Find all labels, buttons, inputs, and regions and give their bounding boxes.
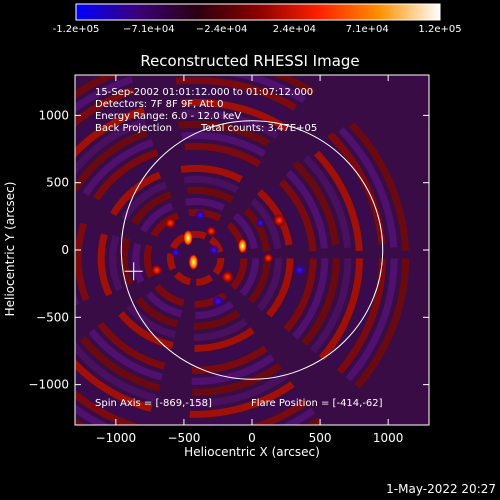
ring-pattern — [109, 175, 283, 341]
ring-pattern — [166, 230, 225, 286]
intensity-blob — [237, 238, 247, 254]
intensity-blob — [220, 270, 235, 284]
ring-pattern — [75, 75, 410, 425]
x-tick-label: 1000 — [373, 431, 404, 445]
date-range-annotation: 15-Sep-2002 01:01:12.000 to 01:07:12.000 — [95, 87, 314, 98]
heatmap-image — [75, 75, 429, 425]
ring-pattern — [97, 164, 294, 352]
x-axis-label: Heliocentric X (arcsec) — [184, 445, 320, 459]
intensity-blob — [293, 264, 306, 277]
ring-pattern — [75, 87, 375, 425]
x-tick-label: 500 — [309, 431, 332, 445]
ring-pattern — [132, 197, 259, 319]
ring-pattern — [86, 153, 306, 363]
intensity-blob — [262, 252, 274, 264]
ring-pattern — [75, 109, 352, 407]
colorbar-tick-label: −7.1e+04 — [123, 24, 175, 35]
colorbar-tick-label: 1.2e+05 — [418, 24, 462, 35]
method-annotation: Back Projection — [95, 123, 172, 134]
ring-pattern — [155, 219, 236, 297]
ring-pattern — [75, 142, 317, 374]
energy-annotation: Energy Range: 6.0 - 12.0 keV — [95, 111, 242, 122]
ring-pattern — [75, 98, 363, 418]
intensity-blob — [272, 213, 287, 228]
colorbar-gradient — [75, 3, 441, 21]
y-tick-label: −500 — [36, 310, 69, 324]
intensity-blob — [205, 225, 217, 237]
y-tick-label: 500 — [46, 176, 69, 190]
detectors-annotation: Detectors: 7F 8F 9F, Att 0 — [95, 99, 224, 110]
intensity-blob — [164, 216, 177, 230]
colorbar-tick-label: −2.4e+04 — [195, 24, 248, 35]
flare-position-annotation: Flare Position = [-414,-62] — [251, 398, 383, 409]
colorbar-tick-label: 7.1e+04 — [345, 24, 389, 35]
solar-limb-circle — [120, 120, 384, 380]
x-tick-label: 0 — [248, 431, 256, 445]
colorbar-tick-label: -1.2e+05 — [52, 24, 100, 35]
intensity-blob — [188, 253, 199, 271]
intensity-blob — [150, 264, 163, 277]
timestamp-footer: 1-May-2022 20:27 — [386, 482, 496, 496]
intensity-blob — [211, 295, 225, 308]
counts-annotation: Total counts: 3.47E+05 — [201, 123, 318, 134]
ring-pattern — [75, 131, 329, 385]
intensity-blob — [183, 229, 193, 247]
colorbar-tick-label: 2.4e+04 — [272, 24, 316, 35]
y-tick-label: 1000 — [38, 108, 69, 122]
y-tick-label: −1000 — [28, 378, 69, 392]
chart-title: Reconstructed RHESSI Image — [140, 52, 360, 70]
ring-pattern — [75, 120, 340, 396]
x-tick-label: −500 — [167, 431, 200, 445]
intensity-blob — [208, 244, 220, 256]
y-tick-label: 0 — [61, 243, 69, 257]
spin-axis-annotation: Spin Axis = [-869,-158] — [95, 398, 212, 409]
ring-pattern — [75, 75, 398, 425]
intensity-blob — [170, 247, 181, 258]
y-axis-label: Heliocentric Y (arcsec) — [3, 181, 17, 317]
x-tick-label: −1000 — [96, 431, 137, 445]
intensity-blob — [255, 218, 265, 228]
intensity-blob — [194, 209, 206, 221]
colorbar — [75, 3, 441, 21]
